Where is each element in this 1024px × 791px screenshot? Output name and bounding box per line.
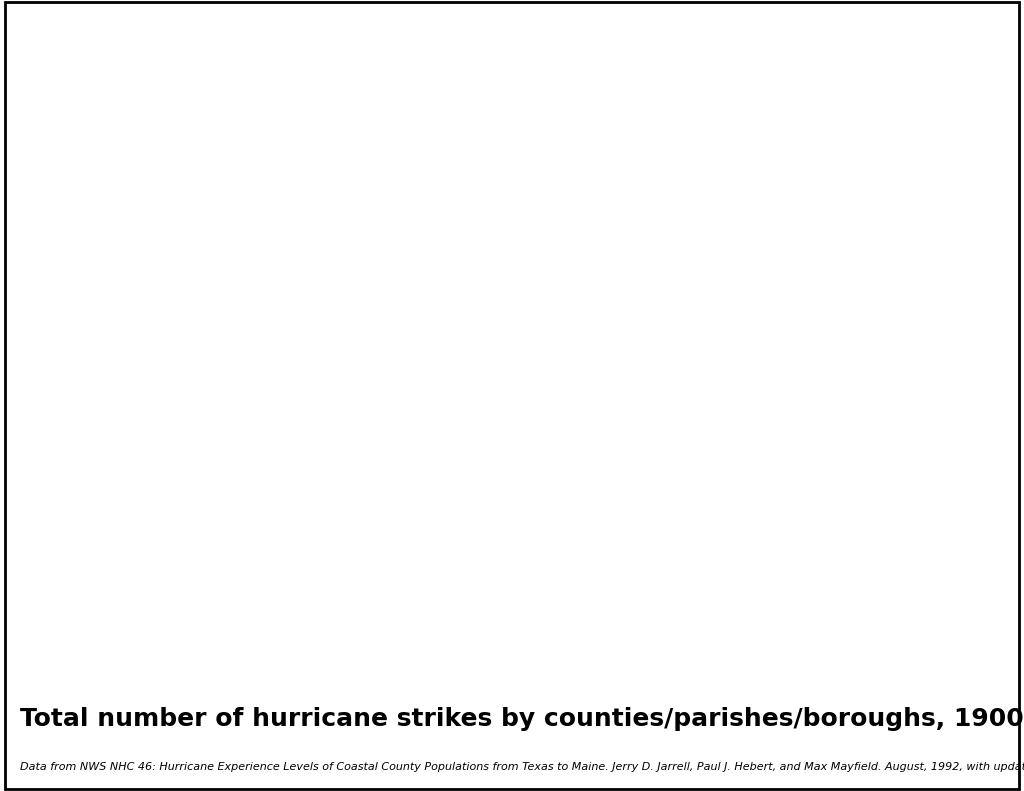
Text: Total number of hurricane strikes by counties/parishes/boroughs, 1900-2010: Total number of hurricane strikes by cou… — [20, 706, 1024, 731]
Text: Data from NWS NHC 46: Hurricane Experience Levels of Coastal County Populations : Data from NWS NHC 46: Hurricane Experien… — [20, 763, 1024, 772]
Text: cartopy required: cartopy required — [396, 336, 628, 364]
